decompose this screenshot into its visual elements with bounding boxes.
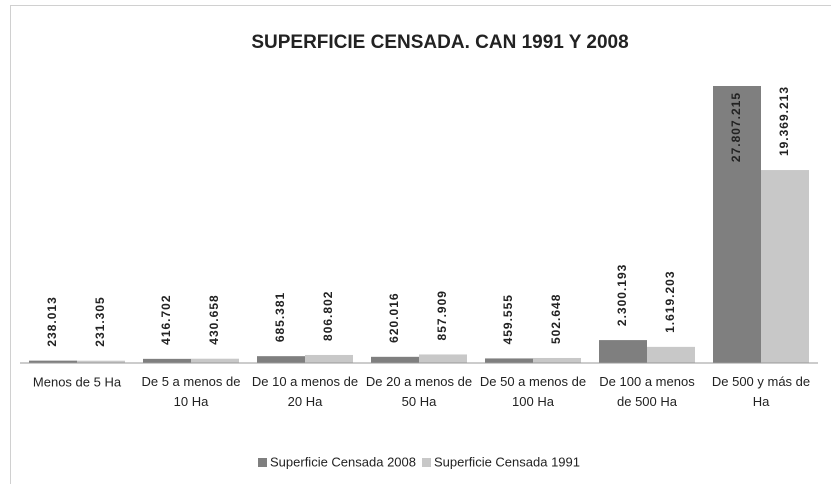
x-tick-label: De 50 a menos de 100 Ha bbox=[480, 374, 586, 409]
chart-title: SUPERFICIE CENSADA. CAN 1991 Y 2008 bbox=[251, 32, 628, 53]
bar bbox=[29, 360, 77, 363]
value-label: 231.305 bbox=[93, 296, 107, 346]
value-label: 430.658 bbox=[207, 294, 221, 344]
bar bbox=[647, 346, 695, 363]
bar bbox=[143, 358, 191, 363]
value-label: 857.909 bbox=[435, 290, 449, 340]
x-tick-label: De 500 y más de Ha bbox=[712, 374, 810, 409]
value-label: 806.802 bbox=[321, 291, 335, 341]
bar bbox=[257, 356, 305, 363]
x-tick-label: De 20 a menos de 50 Ha bbox=[366, 374, 472, 409]
legend-swatch bbox=[258, 458, 267, 467]
value-label: 1.619.203 bbox=[663, 270, 677, 332]
value-label: 459.555 bbox=[501, 294, 515, 344]
bar bbox=[485, 358, 533, 363]
bar bbox=[761, 170, 809, 363]
chart-frame bbox=[10, 5, 831, 484]
bar bbox=[419, 354, 467, 363]
bar bbox=[305, 354, 353, 363]
value-label: 238.013 bbox=[45, 296, 59, 346]
value-label: 416.702 bbox=[159, 294, 173, 344]
value-label: 27.807.215 bbox=[729, 92, 743, 162]
bar bbox=[191, 358, 239, 363]
x-tick-label: De 100 a menos de 500 Ha bbox=[599, 374, 695, 409]
bar bbox=[713, 86, 761, 363]
value-label: 685.381 bbox=[273, 292, 287, 342]
legend-swatch bbox=[422, 458, 431, 467]
bar bbox=[599, 340, 647, 363]
value-label: 2.300.193 bbox=[615, 264, 629, 326]
x-tick-label: Menos de 5 Ha bbox=[33, 374, 122, 389]
value-label: 502.648 bbox=[549, 294, 563, 344]
x-tick-label: De 5 a menos de 10 Ha bbox=[141, 374, 240, 409]
legend-label: Superficie Censada 1991 bbox=[434, 454, 580, 469]
value-label: 19.369.213 bbox=[777, 86, 791, 156]
legend-label: Superficie Censada 2008 bbox=[270, 454, 416, 469]
bar bbox=[371, 356, 419, 363]
x-tick-label: De 10 a menos de 20 Ha bbox=[252, 374, 358, 409]
bar bbox=[77, 360, 125, 363]
value-label: 620.016 bbox=[387, 292, 401, 342]
bar bbox=[533, 357, 581, 363]
